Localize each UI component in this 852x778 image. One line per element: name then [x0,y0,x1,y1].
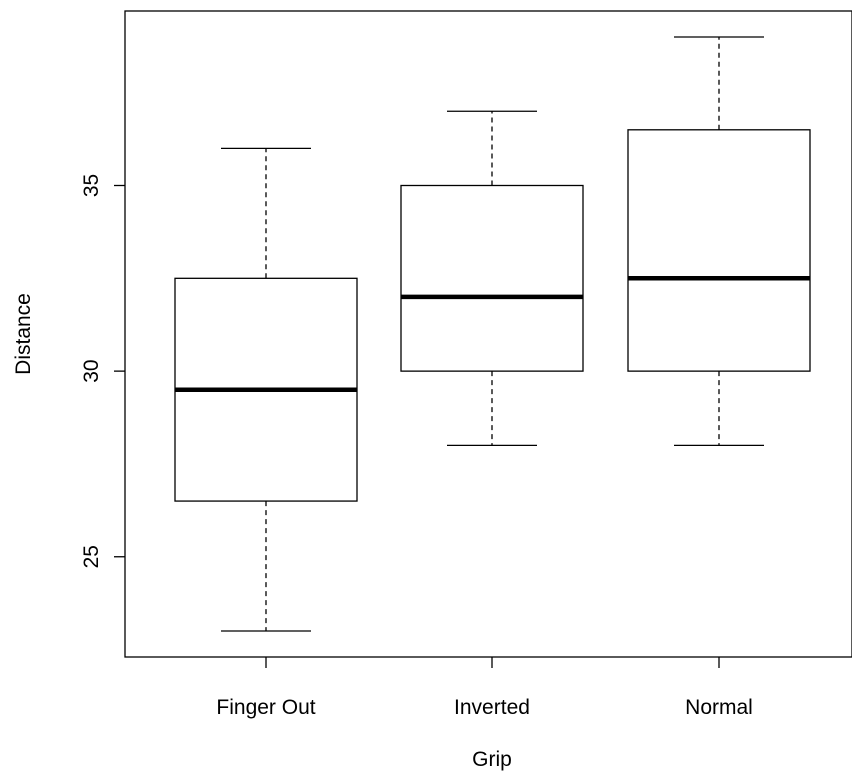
x-tick-label: Finger Out [216,696,315,719]
y-tick-label: 35 [80,174,103,197]
box-finger-out [174,147,358,632]
y-tick-label: 25 [80,545,103,568]
box-inverted [400,110,584,447]
y-axis-label: Distance [12,293,35,375]
iqr-box [400,184,584,372]
x-tick-label: Inverted [454,696,530,719]
y-tick-label: 30 [80,359,103,382]
box-normal [627,36,811,447]
plot-frame [124,10,852,658]
x-tick-label: Normal [685,696,753,719]
iqr-box [627,129,811,372]
x-axis-label: Grip [472,748,512,771]
